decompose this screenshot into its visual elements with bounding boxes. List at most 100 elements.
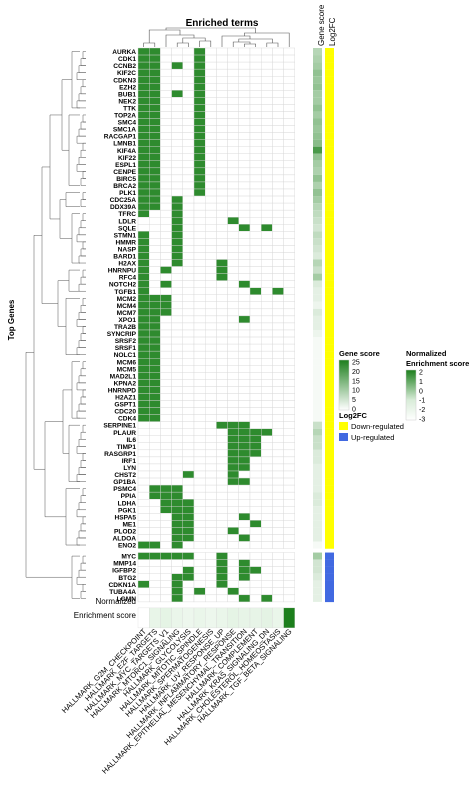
gene-label: XPO1 [118, 317, 136, 324]
heatmap-cell [249, 566, 262, 574]
heatmap-cell [283, 231, 296, 239]
heatmap-cell [182, 534, 195, 542]
heatmap-cell [261, 587, 273, 596]
heatmap-cell [182, 245, 195, 253]
heatmap-cell [171, 259, 184, 267]
log2fc-cell [325, 463, 334, 472]
heatmap-cell [171, 386, 184, 394]
heatmap-cell [204, 587, 217, 596]
heatmap-cell [238, 421, 251, 429]
heatmap-cell [204, 160, 217, 169]
heatmap-cell [160, 266, 172, 274]
heatmap-cell [148, 336, 161, 345]
heatmap-cell [261, 372, 273, 380]
heatmap-cell [272, 146, 284, 154]
heatmap-cell [182, 407, 195, 415]
heatmap-cell [148, 407, 161, 415]
heatmap-cell [182, 336, 195, 345]
heatmap-cell [261, 238, 273, 246]
heatmap-cell [216, 520, 228, 528]
heatmap-cell [160, 386, 172, 394]
heatmap-cell [238, 566, 251, 574]
heatmap-cell [216, 428, 228, 436]
heatmap-cell [171, 358, 184, 366]
heatmap-cell [261, 407, 273, 415]
heatmap-cell [182, 97, 195, 105]
heatmap-cell [137, 301, 150, 310]
heatmap-cell [193, 513, 206, 521]
heatmap-cell [160, 428, 172, 436]
heatmap-cell [137, 587, 150, 596]
heatmap-cell [148, 470, 161, 479]
heatmap-cell [227, 238, 240, 246]
heatmap-cell [261, 160, 273, 169]
heatmap-cell [160, 75, 172, 84]
heatmap-cell [216, 477, 228, 486]
heatmap-cell [148, 463, 161, 472]
heatmap-cell [182, 139, 195, 147]
heatmap-cell [283, 372, 296, 380]
heatmap-cell [249, 442, 262, 451]
heatmap-cell [137, 167, 150, 176]
heatmap-cell [283, 329, 296, 338]
heatmap-cell [148, 83, 161, 91]
heatmap-cell [171, 97, 184, 105]
log2fc-cell [325, 153, 334, 161]
heatmap-cell [182, 329, 195, 338]
heatmap-cell [283, 238, 296, 246]
heatmap-cell [148, 118, 161, 126]
heatmap-cell [261, 336, 273, 345]
log2fc-cell [325, 76, 334, 84]
heatmap-cell [160, 132, 172, 140]
heatmap-cell [160, 421, 172, 429]
heatmap-cell [238, 372, 251, 380]
heatmap-cell [227, 231, 240, 239]
heatmap-cell [193, 414, 206, 422]
gene-label: ENO2 [118, 543, 136, 550]
heatmap-cell [171, 559, 184, 567]
heatmap-cell [160, 513, 172, 521]
heatmap-cell [204, 68, 217, 77]
heatmap-cell [283, 160, 296, 169]
gene-score-cell [313, 280, 322, 288]
heatmap-cell [193, 132, 206, 140]
heatmap-cell [148, 343, 161, 352]
heatmap-cell [171, 449, 184, 458]
gene-label: TUBA4A [109, 589, 136, 596]
heatmap-cell [137, 259, 150, 267]
heatmap-cell [193, 315, 206, 324]
heatmap-cell [171, 287, 184, 295]
gene-score-cell [313, 552, 322, 560]
heatmap-cell [227, 308, 240, 317]
heatmap-cell [182, 580, 195, 589]
heatmap-cell [283, 379, 296, 387]
gene-score-cell [313, 132, 322, 140]
heatmap-cell [148, 245, 161, 253]
gene-score-cell [313, 203, 322, 211]
heatmap-cell [193, 146, 206, 154]
heatmap-cell [204, 520, 217, 528]
heatmap-cell [249, 75, 262, 84]
heatmap-cell [148, 195, 161, 204]
log2fc-cell [325, 456, 334, 465]
log2fc-cell [325, 210, 334, 218]
log2fc-cell [325, 97, 334, 105]
heatmap-cell [238, 534, 251, 542]
heatmap-cell [182, 393, 195, 401]
gene-score-cell [313, 534, 322, 542]
heatmap-cell [137, 111, 150, 119]
heatmap-cell [193, 470, 206, 479]
log2fc-cell [325, 125, 334, 133]
heatmap-cell [204, 231, 217, 239]
heatmap-cells [137, 47, 296, 603]
log2fc-cell [325, 552, 334, 560]
heatmap-cell [238, 75, 251, 84]
heatmap-cell [137, 456, 150, 465]
heatmap-cell [272, 393, 284, 401]
heatmap-cell [283, 252, 296, 260]
heatmap-cell [137, 541, 150, 549]
heatmap-cell [137, 294, 150, 303]
gene-label: CDKN3 [113, 77, 136, 84]
gene-label: CDK4 [118, 416, 136, 423]
heatmap-cell [204, 527, 217, 535]
